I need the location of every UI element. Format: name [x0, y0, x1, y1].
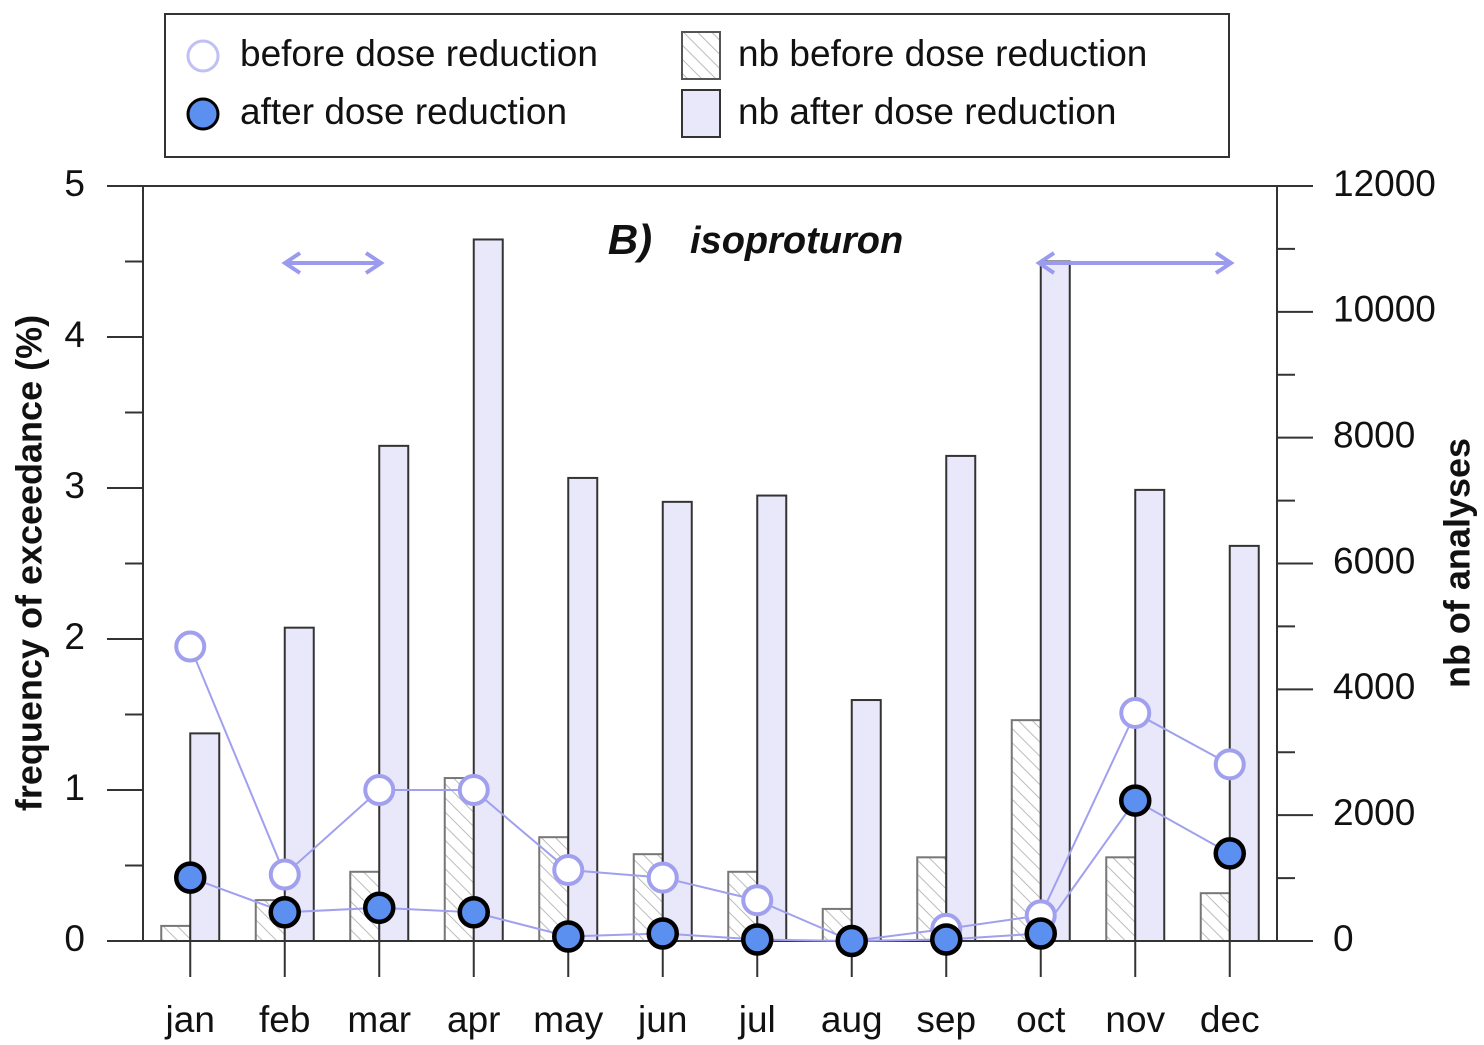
y-tick-label: 2 — [64, 616, 85, 657]
marker — [741, 923, 774, 956]
y-tick-label: 4 — [64, 314, 85, 355]
x-tick-label: sep — [916, 999, 976, 1040]
arrows — [281, 251, 1235, 275]
legend-marker — [186, 39, 220, 73]
marker — [363, 774, 396, 806]
y-axis-label: frequency of exceedance (%) — [9, 315, 50, 811]
legend-label: before dose reduction — [240, 33, 598, 74]
bar — [1199, 892, 1231, 943]
marker — [457, 896, 490, 929]
y2-tick-label: 0 — [1333, 918, 1354, 959]
legend: before dose reduction after dose reducti… — [164, 13, 1230, 158]
x-tick-label: mar — [347, 999, 411, 1040]
x-tick-label: nov — [1105, 999, 1165, 1040]
marker — [457, 774, 490, 806]
marker — [552, 854, 585, 887]
x-tick-label: jul — [738, 999, 776, 1040]
marker — [1119, 696, 1152, 729]
bar — [756, 494, 788, 942]
x-tick-label: oct — [1016, 999, 1066, 1040]
marker — [646, 917, 679, 950]
marker — [174, 861, 207, 894]
y-tick-label: 0 — [64, 918, 85, 959]
bar — [1228, 544, 1260, 943]
y2-tick-label: 6000 — [1333, 540, 1415, 581]
y-tick-label: 1 — [64, 767, 85, 808]
marker — [174, 630, 207, 663]
marker — [1024, 917, 1057, 950]
marker — [741, 884, 774, 917]
x-tick-label: dec — [1200, 999, 1260, 1040]
bar — [472, 238, 504, 942]
x-tick-label: aug — [821, 999, 883, 1040]
legend-marker — [186, 97, 220, 131]
bar — [1105, 856, 1137, 943]
y2-tick-label: 8000 — [1333, 414, 1415, 455]
bar — [283, 626, 315, 942]
bar — [378, 444, 410, 942]
bar — [850, 699, 882, 943]
y-tick-label: 3 — [64, 465, 85, 506]
marker — [1119, 784, 1152, 817]
y-tick-label: 5 — [64, 163, 85, 204]
y2-tick-label: 10000 — [1333, 289, 1436, 330]
marker — [268, 858, 301, 891]
y2-tick-label: 12000 — [1333, 163, 1436, 204]
legend-label: nb after dose reduction — [738, 91, 1116, 132]
marker — [552, 920, 585, 953]
marker — [646, 861, 679, 894]
x-tick-label: jun — [637, 999, 687, 1040]
y2-tick-label: 4000 — [1333, 666, 1415, 707]
marker — [1213, 748, 1246, 781]
x-tick-label: apr — [447, 999, 500, 1040]
chart-title: isoproturon — [690, 220, 903, 262]
x-tick-label: feb — [259, 999, 310, 1040]
marker — [835, 924, 868, 958]
bar — [189, 732, 221, 942]
marker — [363, 891, 396, 925]
legend-swatch — [681, 89, 721, 138]
legend-label: nb before dose reduction — [738, 33, 1147, 74]
legend-label: after dose reduction — [240, 91, 567, 132]
line — [189, 646, 1231, 943]
line — [189, 799, 1231, 943]
marker — [268, 896, 301, 929]
bar — [945, 454, 977, 942]
x-tick-label: may — [533, 999, 603, 1040]
marker — [930, 923, 963, 956]
panel-label: B) — [608, 216, 652, 263]
bar — [1039, 260, 1071, 942]
marker — [1213, 837, 1246, 870]
bar — [160, 924, 192, 943]
legend-swatch — [681, 31, 721, 80]
x-tick-label: jan — [165, 999, 215, 1040]
y2-tick-label: 2000 — [1333, 792, 1415, 833]
y2-axis-label: nb of analyses — [1437, 438, 1478, 688]
